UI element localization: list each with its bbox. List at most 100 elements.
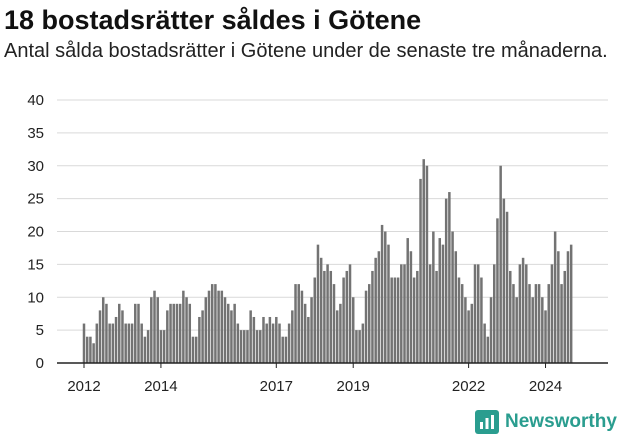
- bar: [307, 316, 310, 363]
- chart-subtitle: Antal sålda bostadsrätter i Götene under…: [4, 40, 608, 62]
- bar: [425, 165, 429, 363]
- highlight-data-label: 18: [571, 0, 590, 4]
- bar: [98, 310, 102, 363]
- bar: [275, 316, 278, 363]
- bar: [252, 316, 256, 363]
- bar: [137, 303, 140, 363]
- bar: [480, 277, 483, 363]
- bar: [454, 251, 458, 363]
- bar: [230, 310, 233, 363]
- bar: [518, 264, 522, 364]
- bar: [194, 336, 198, 363]
- bar: [547, 284, 550, 363]
- bar: [348, 264, 352, 364]
- bar: [271, 323, 275, 363]
- y-tick-label: 40: [27, 92, 44, 109]
- bar: [531, 297, 534, 363]
- bar: [537, 284, 541, 363]
- bar: [515, 297, 518, 363]
- bar: [364, 290, 368, 363]
- bar: [82, 323, 86, 363]
- bar: [569, 244, 573, 363]
- bar: [435, 270, 438, 363]
- bar: [544, 310, 547, 363]
- bar: [563, 270, 566, 363]
- bar: [101, 297, 105, 363]
- y-tick-label: 25: [27, 191, 44, 208]
- bar: [166, 310, 169, 363]
- bar: [486, 336, 490, 363]
- bar: [384, 231, 387, 363]
- bar: [566, 251, 570, 363]
- bar: [111, 323, 115, 363]
- x-tick-label: 2019: [337, 378, 370, 395]
- bar: [502, 198, 506, 364]
- bar: [316, 244, 320, 363]
- bar: [300, 290, 304, 363]
- bar: [448, 192, 451, 363]
- bar: [182, 290, 185, 363]
- bar: [387, 244, 390, 363]
- bar: [140, 323, 143, 363]
- bar: [560, 284, 563, 363]
- bar: [371, 270, 374, 363]
- bar: [175, 303, 179, 363]
- bar: [345, 270, 349, 363]
- bar: [541, 297, 544, 363]
- bar: [492, 264, 496, 364]
- bar: [146, 330, 150, 364]
- bar: [377, 251, 381, 363]
- bar: [457, 277, 461, 363]
- newsworthy-logo-icon: [475, 410, 499, 434]
- bar: [441, 244, 445, 363]
- bar: [310, 297, 313, 363]
- bar: [499, 165, 502, 363]
- bar: [291, 310, 294, 363]
- bar: [262, 316, 265, 363]
- bar: [294, 284, 297, 363]
- bar: [361, 323, 365, 363]
- bar: [351, 297, 355, 363]
- y-tick-label: 30: [27, 158, 44, 175]
- bar: [220, 290, 224, 363]
- x-tick-label: 2022: [452, 378, 485, 395]
- bar: [246, 330, 249, 364]
- bar: [278, 323, 281, 363]
- bar: [249, 310, 252, 363]
- y-tick-label: 0: [36, 355, 44, 372]
- bar: [332, 284, 336, 363]
- bar: [319, 257, 323, 363]
- bar: [85, 336, 89, 363]
- bar: [297, 284, 300, 363]
- bar: [243, 330, 246, 364]
- y-tick-label: 10: [27, 289, 44, 306]
- bar: [223, 297, 227, 363]
- bar: [159, 330, 163, 364]
- bar: [326, 264, 329, 364]
- bar: [226, 303, 230, 363]
- bar: [108, 323, 111, 363]
- x-tick-label: 2012: [67, 378, 100, 395]
- bar: [521, 257, 525, 363]
- bar: [201, 310, 204, 363]
- bar: [214, 284, 217, 363]
- newsworthy-logo[interactable]: Newsworthy: [475, 408, 617, 436]
- bar: [92, 343, 95, 363]
- bar: [118, 303, 121, 363]
- bar: [496, 218, 499, 363]
- x-tick-label: 2024: [529, 378, 562, 395]
- bar: [550, 264, 554, 364]
- bar: [451, 231, 454, 363]
- bar: [329, 270, 333, 363]
- bar: [505, 211, 509, 363]
- bar: [127, 323, 131, 363]
- bar: [393, 277, 397, 363]
- bar: [528, 284, 531, 363]
- bar: [534, 284, 538, 363]
- bar: [409, 251, 413, 363]
- bar: [207, 290, 211, 363]
- bar: [380, 224, 384, 363]
- bar: [438, 238, 442, 363]
- bar: [153, 290, 156, 363]
